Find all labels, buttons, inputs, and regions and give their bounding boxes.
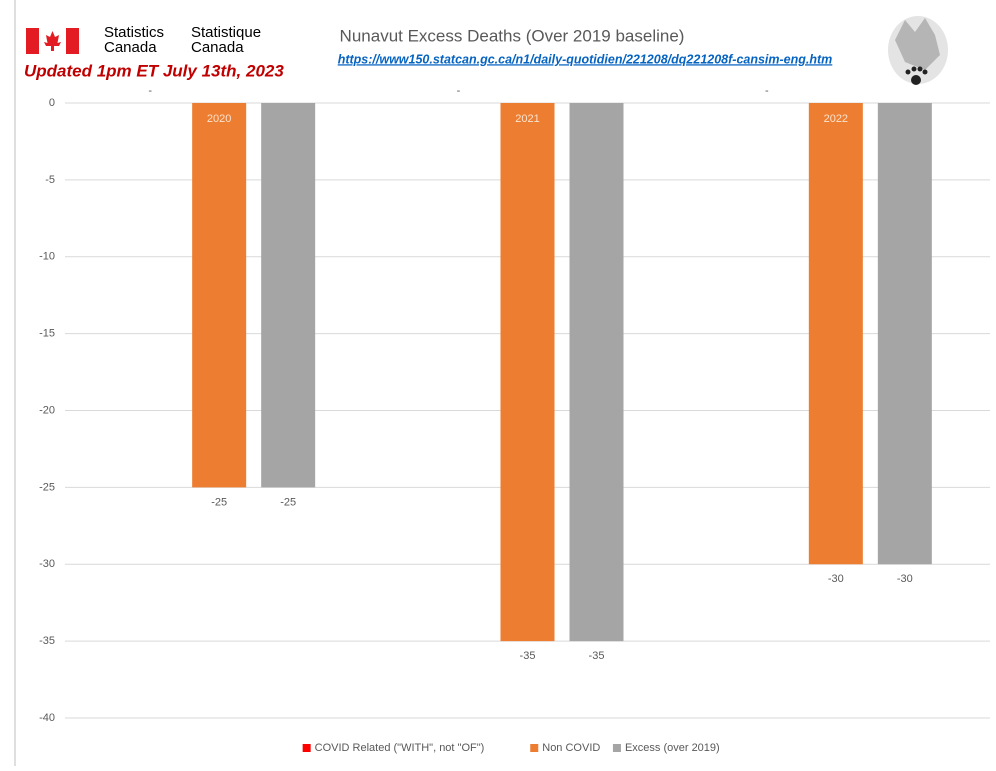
canada-flag [26,28,79,54]
legend-swatch [612,744,621,752]
legend-label: Excess (over 2019) [625,742,720,754]
update-note: Updated 1pm ET July 13th, 2023 [24,61,284,80]
y-tick-label: -30 [39,558,55,570]
legend-label: COVID Related ("WITH", not "OF") [315,742,485,754]
source-link[interactable]: https://www150.statcan.gc.ca/n1/daily-qu… [338,52,833,66]
bar [808,103,863,565]
org-name: Canada [191,39,244,56]
y-tick-label: -25 [39,481,55,493]
x-tick-label: 2020 [207,113,231,125]
y-tick-label: -40 [39,712,55,724]
wolf-logo [888,16,948,85]
data-label: - [765,85,769,97]
x-tick-label: 2021 [515,113,539,125]
data-label: -35 [589,650,605,662]
org-name: Statistics [104,24,164,41]
data-label: -30 [897,573,913,585]
bar [261,103,316,488]
org-name: Canada [104,39,157,56]
x-tick-label: 2022 [824,113,848,125]
y-tick-label: -20 [39,404,55,416]
bar [500,103,555,642]
y-tick-label: -35 [39,635,55,647]
bar [877,103,932,565]
y-tick-label: -15 [39,328,55,340]
y-tick-label: -5 [45,174,55,186]
bar [569,103,624,642]
data-label: -25 [211,496,227,508]
org-name: Statistique [191,24,261,41]
legend-swatch [530,744,539,752]
data-label: -35 [520,650,536,662]
legend-swatch [302,744,311,752]
data-label: -30 [828,573,844,585]
data-label: -25 [280,496,296,508]
chart-title: Nunavut Excess Deaths (Over 2019 baselin… [340,26,685,45]
data-label: - [457,85,461,97]
data-label: - [148,85,152,97]
y-tick-label: -10 [39,251,55,263]
legend-label: Non COVID [542,742,600,754]
y-tick-label: 0 [49,97,55,109]
bar [192,103,247,488]
